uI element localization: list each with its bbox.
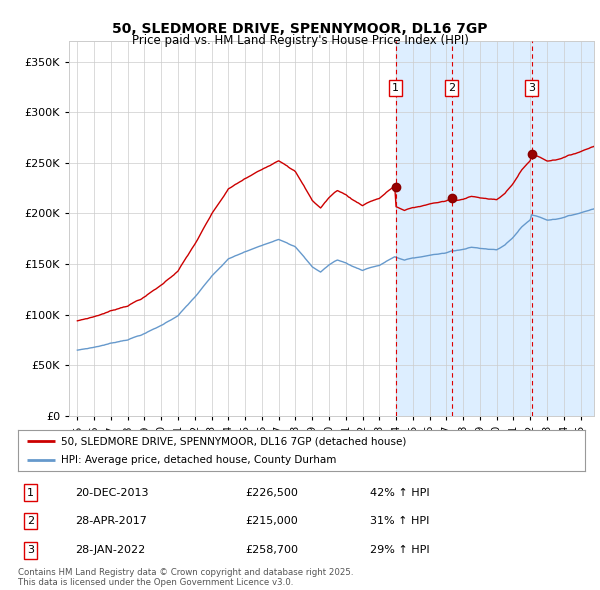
Text: 2: 2 xyxy=(27,516,34,526)
Text: 2: 2 xyxy=(448,83,455,93)
Text: 29% ↑ HPI: 29% ↑ HPI xyxy=(370,545,429,555)
Text: 1: 1 xyxy=(27,488,34,497)
Text: 42% ↑ HPI: 42% ↑ HPI xyxy=(370,488,429,497)
Text: Price paid vs. HM Land Registry's House Price Index (HPI): Price paid vs. HM Land Registry's House … xyxy=(131,34,469,47)
Text: 3: 3 xyxy=(27,545,34,555)
Text: 28-APR-2017: 28-APR-2017 xyxy=(75,516,146,526)
Text: 50, SLEDMORE DRIVE, SPENNYMOOR, DL16 7GP (detached house): 50, SLEDMORE DRIVE, SPENNYMOOR, DL16 7GP… xyxy=(61,436,406,446)
Text: 31% ↑ HPI: 31% ↑ HPI xyxy=(370,516,429,526)
Text: 28-JAN-2022: 28-JAN-2022 xyxy=(75,545,145,555)
Text: 50, SLEDMORE DRIVE, SPENNYMOOR, DL16 7GP: 50, SLEDMORE DRIVE, SPENNYMOOR, DL16 7GP xyxy=(112,22,488,37)
Text: £226,500: £226,500 xyxy=(245,488,298,497)
Text: £215,000: £215,000 xyxy=(245,516,298,526)
Text: 3: 3 xyxy=(528,83,535,93)
Bar xyxy=(395,41,600,416)
Text: 1: 1 xyxy=(392,83,399,93)
Text: Contains HM Land Registry data © Crown copyright and database right 2025.
This d: Contains HM Land Registry data © Crown c… xyxy=(18,568,353,587)
Text: 20-DEC-2013: 20-DEC-2013 xyxy=(75,488,148,497)
Text: HPI: Average price, detached house, County Durham: HPI: Average price, detached house, Coun… xyxy=(61,455,336,465)
Text: £258,700: £258,700 xyxy=(245,545,298,555)
